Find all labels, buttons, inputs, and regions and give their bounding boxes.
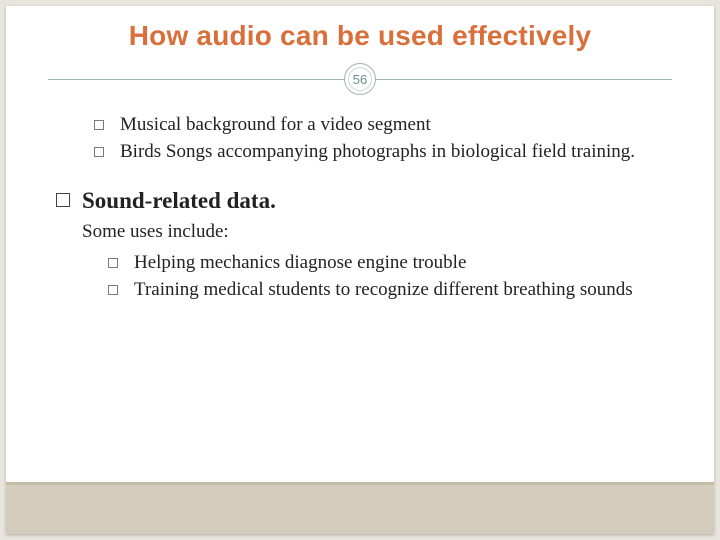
list-item: Training medical students to recognize d… [108,277,672,302]
list-item: Helping mechanics diagnose engine troubl… [108,250,672,275]
section-bullet-list: Helping mechanics diagnose engine troubl… [48,250,672,302]
bottom-decorative-band [6,482,714,534]
section-subtext: Some uses include: [48,219,672,244]
section-heading: Sound-related data. [82,188,276,213]
title-divider: 56 [48,62,672,96]
list-item: Birds Songs accompanying photographs in … [94,139,672,164]
slide-title: How audio can be used effectively [48,20,672,52]
slide-content: Musical background for a video segment B… [48,112,672,302]
top-bullet-list: Musical background for a video segment B… [48,112,672,164]
section-heading-row: Sound-related data. [48,186,672,216]
list-item: Musical background for a video segment [94,112,672,137]
page-number-badge: 56 [344,63,376,95]
slide: How audio can be used effectively 56 Mus… [6,6,714,534]
